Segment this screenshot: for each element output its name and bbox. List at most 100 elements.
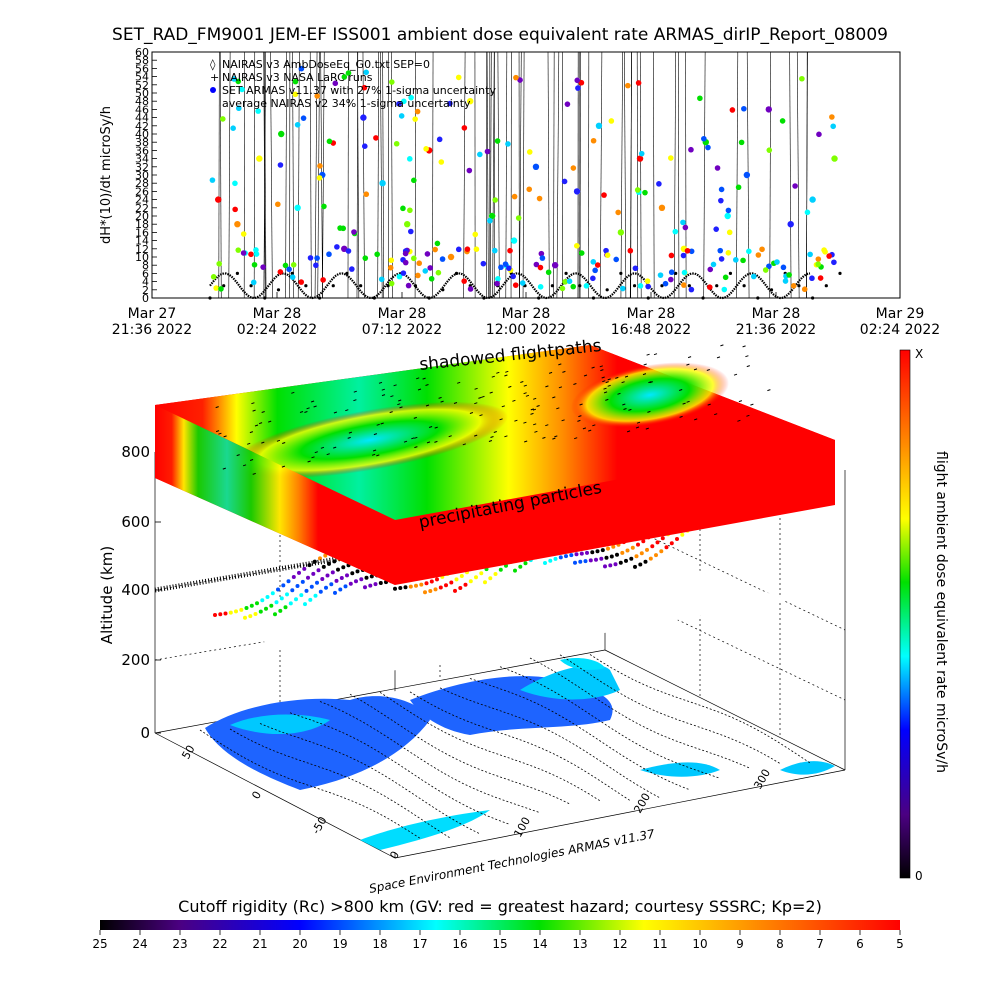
top-y-axis-label: dH*(10)/dt microSy/h — [99, 106, 114, 244]
armas-extra-point — [213, 285, 219, 291]
orbit-point — [414, 583, 418, 588]
armas-extra-point — [351, 229, 357, 235]
orbit-point — [429, 579, 434, 584]
orbit-point — [574, 552, 579, 557]
altitude-tick-label: 400 — [121, 581, 150, 599]
spike-line — [270, 51, 273, 299]
armas-extra-point — [722, 274, 729, 281]
orbit-point — [488, 576, 493, 581]
spike-line — [253, 51, 256, 299]
orbit-point — [458, 586, 463, 590]
slab-mark — [426, 441, 431, 444]
armas-extra-point — [321, 203, 327, 210]
armas-point — [234, 221, 241, 228]
orbit-point — [373, 582, 378, 587]
ground-track-line — [529, 657, 751, 769]
armas-extra-point — [361, 143, 368, 149]
slab-mark — [320, 446, 325, 449]
y-tick-label: 26 — [135, 185, 149, 198]
right-colorbar: X 0 flight ambient dose equivalent rate … — [899, 347, 949, 883]
orbit-point — [603, 564, 607, 569]
nairas-point — [687, 284, 691, 288]
armas-extra-point — [733, 257, 739, 263]
slab-mark — [635, 426, 640, 429]
armas-extra-point — [282, 262, 289, 269]
armas-extra-point — [590, 137, 597, 144]
armas-extra-point — [545, 269, 552, 276]
slab-mark — [603, 387, 607, 390]
orbit-point — [408, 584, 413, 589]
slab-mark — [542, 436, 546, 439]
colorbar-tick-label: 23 — [172, 937, 187, 951]
armas-extra-point — [725, 250, 732, 256]
nairas-point — [208, 296, 212, 300]
armas-extra-point — [455, 74, 462, 81]
orbit-point — [479, 571, 484, 576]
orbit-point — [274, 600, 279, 605]
orbit-point — [315, 580, 319, 585]
slab-mark — [745, 355, 749, 358]
armas-extra-point — [578, 79, 585, 86]
spike-line — [432, 51, 434, 299]
spike-line — [636, 51, 639, 299]
y-tick-label: 28 — [135, 177, 149, 190]
slab-mark — [489, 391, 493, 394]
armas-extra-point — [434, 240, 441, 247]
y-tick-label: 42 — [135, 120, 149, 133]
lat-tick-3: -50 — [309, 814, 329, 836]
armas-extra-point — [402, 250, 409, 257]
orbit-point — [244, 606, 249, 610]
slab-mark — [469, 412, 474, 414]
slab-mark — [524, 440, 528, 443]
nairas-wave-line — [209, 272, 811, 300]
armas-extra-point — [619, 285, 626, 292]
orbit-point — [265, 595, 270, 599]
slab-mark — [514, 419, 518, 422]
colorbar-tick-label: 7 — [816, 937, 824, 951]
slab-mark — [223, 435, 227, 438]
orbit-point — [393, 586, 397, 591]
armas-extra-point — [718, 256, 725, 262]
armas-point — [765, 106, 772, 113]
slab-mark — [481, 395, 485, 398]
slab-mark — [607, 384, 611, 387]
armas-extra-point — [466, 167, 473, 174]
armas-extra-point — [235, 78, 242, 85]
top-plot-area: 0246810121416182022242628303234363840424… — [112, 46, 940, 338]
slab-mark — [311, 456, 315, 459]
x-tick-label-line2: 02:24 2022 — [237, 322, 317, 338]
armas-point — [809, 196, 816, 203]
slab-mark — [493, 431, 497, 433]
slab-mark — [686, 363, 690, 366]
spike-line — [789, 51, 792, 299]
slab-mark — [457, 381, 461, 384]
slab-mark — [403, 440, 408, 443]
slab-mark — [603, 391, 608, 394]
nairas-point — [386, 284, 390, 288]
armas-extra-point — [286, 266, 292, 273]
spike-line — [292, 51, 295, 299]
armas-extra-point — [436, 136, 443, 143]
lat-tick-2: 0 — [249, 789, 264, 802]
colorbar-tick-label: 10 — [692, 937, 707, 951]
armas-extra-point — [645, 283, 651, 290]
orbit-point — [398, 586, 403, 590]
legend-item-1: NAIRAS v3 AmbDoseEq_G0.txt SEP=0 — [222, 58, 430, 71]
armas-extra-point — [439, 256, 446, 262]
armas-extra-point — [566, 278, 573, 285]
armas-extra-point — [681, 269, 688, 276]
slab-mark — [258, 422, 263, 425]
slab-mark — [381, 388, 385, 391]
slab-mark — [373, 433, 378, 436]
armas-extra-point — [735, 184, 742, 191]
slab-mark — [428, 426, 433, 428]
slab-flightpath-marks — [215, 344, 771, 475]
spike-line — [630, 51, 632, 299]
orbit-point — [364, 575, 369, 580]
orbit-point — [564, 554, 568, 559]
spike-line — [297, 51, 300, 299]
slab-mark — [558, 363, 562, 366]
orbit-point — [355, 569, 360, 574]
spike-line — [218, 51, 220, 299]
armas-extra-point — [240, 250, 247, 256]
